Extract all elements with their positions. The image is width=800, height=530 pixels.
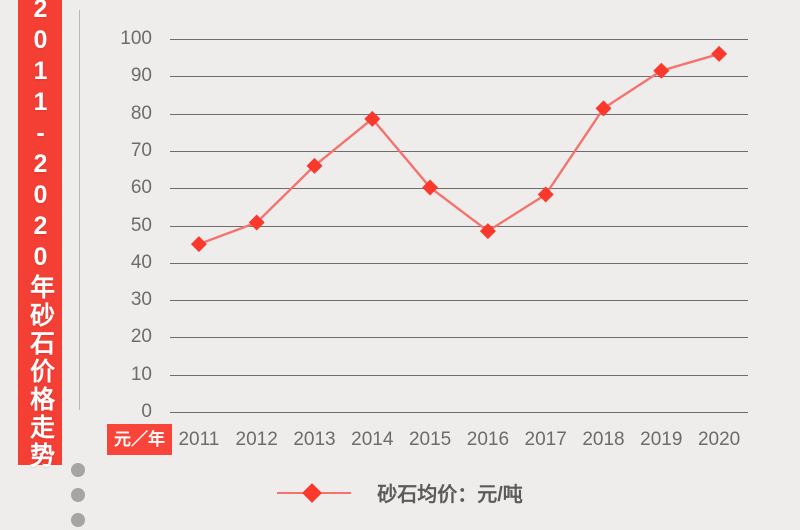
gridline (170, 188, 748, 190)
data-point-marker (595, 100, 612, 117)
banner-title-text: 2011-2020年砂石价格走势 (26, 0, 55, 470)
x-axis-tick-label: 2011 (178, 429, 220, 450)
x-axis-unit-badge: 元／年 (107, 424, 172, 455)
decor-dot-3 (71, 513, 85, 527)
gridline (170, 225, 748, 227)
y-axis-labels: 100 90 80 70 60 50 40 30 20 10 0 (100, 28, 152, 422)
decor-dot-2 (71, 488, 85, 502)
gridline (170, 300, 748, 302)
data-point-marker (306, 157, 323, 174)
x-axis-tick-label: 2014 (351, 429, 394, 450)
data-point-marker (479, 223, 496, 240)
x-axis-tick-label: 2017 (524, 429, 567, 450)
x-axis-tick-label: 2016 (466, 429, 510, 450)
y-axis-tick-label: 40 (130, 251, 152, 273)
y-axis-tick-label: 0 (141, 401, 152, 422)
gridline (170, 76, 748, 78)
vertical-divider (79, 10, 80, 410)
x-axis-tick-label: 2019 (640, 429, 683, 450)
x-axis-tick-label: 2013 (293, 429, 336, 450)
x-axis-tick-label: 2020 (697, 429, 741, 450)
gridline (170, 150, 748, 152)
gridline (170, 113, 748, 115)
title-banner: 2011-2020年砂石价格走势 (18, 0, 62, 470)
legend-marker (277, 482, 352, 503)
y-axis-tick-label: 20 (130, 326, 152, 348)
data-point-marker (422, 179, 439, 196)
y-axis-tick-label: 80 (130, 102, 152, 124)
plot-gridlines (170, 39, 748, 413)
line-series (190, 45, 728, 253)
gridline (170, 337, 748, 339)
y-axis-tick-label: 60 (130, 177, 152, 199)
gridline (170, 39, 748, 40)
data-point-marker (190, 236, 207, 253)
decor-dot-1 (71, 463, 85, 477)
y-axis-tick-label: 70 (130, 139, 152, 161)
data-point-marker (364, 110, 381, 127)
series-line (198, 52, 720, 246)
data-point-marker (248, 214, 265, 231)
y-axis-tick-label: 10 (130, 363, 152, 385)
data-point-marker (537, 186, 554, 203)
x-axis-tick-label: 2015 (408, 429, 452, 450)
x-axis-tick-label: 2018 (582, 429, 625, 450)
y-axis-tick-label: 100 (120, 28, 152, 49)
data-point-marker (711, 45, 728, 62)
data-point-marker (653, 62, 670, 79)
gridline (170, 262, 748, 264)
legend-diamond-icon (302, 482, 323, 503)
gridline (170, 374, 748, 376)
chart-legend: 砂石均价：元/吨 (0, 478, 800, 507)
x-axis-labels: 2011 2012 2013 2014 2015 2016 2017 2018 2019 2020 (170, 424, 748, 456)
y-axis-tick-label: 90 (130, 65, 152, 87)
y-axis-tick-label: 50 (130, 214, 152, 236)
gridline (170, 412, 748, 413)
x-axis-tick-label: 2012 (235, 429, 278, 450)
y-axis-tick-label: 30 (130, 289, 152, 311)
legend-label: 砂石均价：元/吨 (377, 484, 523, 506)
